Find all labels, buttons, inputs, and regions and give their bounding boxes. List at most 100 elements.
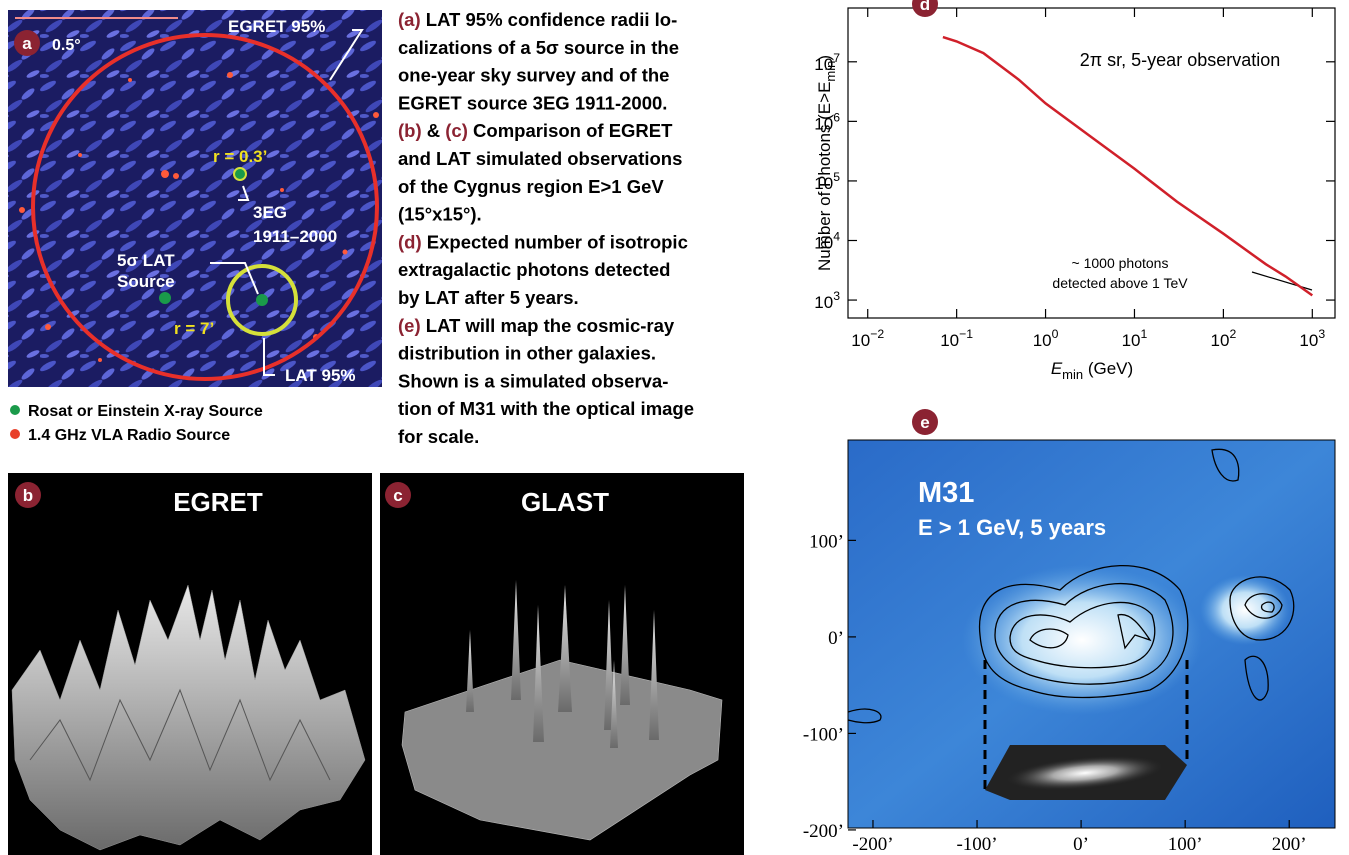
caption-text: tion of M31 with the optical image [398, 398, 694, 419]
caption-text: (e) [398, 315, 421, 336]
tick-label: 107 [814, 51, 840, 74]
tick-label: 104 [814, 230, 840, 253]
radius-label: r = 0.3’ [213, 147, 267, 166]
panel-badge [14, 30, 40, 56]
source-name: 3EG [253, 203, 287, 222]
y-axis-label: Number of Photons (E>Emin) [815, 55, 838, 271]
tick-label: 100 [1033, 327, 1059, 350]
tick-label: 10−1 [940, 327, 973, 350]
caption-line: of the Cygnus region E>1 GeV [398, 176, 664, 197]
axis-label-text: (GeV) [1083, 359, 1133, 378]
caption-text: & [422, 120, 446, 141]
legend-marker [10, 405, 20, 415]
tick-exponent: 7 [833, 51, 840, 65]
data-line [942, 35, 1314, 297]
panel-label: b [23, 486, 33, 505]
axis-label-text: ) [815, 55, 834, 61]
tick-exponent: 2 [1229, 327, 1236, 341]
caption-line: calizations of a 5σ source in the [398, 37, 679, 58]
panel-label: d [920, 0, 930, 14]
tick-exponent: 4 [833, 230, 840, 244]
caption-line: Shown is a simulated observa- [398, 370, 668, 391]
tick-exponent: 6 [833, 110, 840, 124]
caption-text: (c) [445, 120, 468, 141]
tick-label: 100’ [809, 531, 844, 552]
lat-circle [226, 264, 298, 336]
tick-label: -100’ [956, 834, 997, 855]
caption-line: one-year sky survey and of the [398, 65, 669, 86]
tick-base: 10 [851, 331, 870, 350]
surface [11, 584, 366, 851]
emission [962, 565, 1202, 715]
tick-label: 103 [1299, 327, 1325, 350]
panel-badge [912, 409, 938, 435]
panel-a: a 0.5° EGRET 95% r = 0.3’ 3EG 1911–2000 … [8, 10, 382, 444]
annotation: 2π sr, 5-year observation [1080, 50, 1281, 70]
caption-line: EGRET source 3EG 1911-2000. [398, 92, 667, 113]
tick-exponent: 3 [1318, 327, 1325, 341]
x-axis-label: Emin (GeV) [1051, 359, 1133, 382]
caption-line: (e) LAT will map the cosmic-ray [398, 315, 675, 336]
legend-label: 1.4 GHz VLA Radio Source [28, 427, 230, 444]
tick-label: 10−2 [851, 327, 884, 350]
tick-label: -200’ [852, 834, 893, 855]
caption-text: Shown is a simulated observa- [398, 370, 668, 391]
caption-text: calizations of a 5σ source in the [398, 37, 679, 58]
caption-line: distribution in other galaxies. [398, 343, 656, 364]
legend: Rosat or Einstein X-ray Source 1.4 GHz VL… [10, 403, 263, 444]
tick-label: 105 [814, 170, 840, 193]
pointers [210, 29, 364, 376]
tick-exponent: −1 [959, 327, 973, 341]
contours [847, 448, 1295, 724]
axis-label-text: E [1051, 359, 1063, 378]
legend-label: Rosat or Einstein X-ray Source [28, 403, 263, 420]
tick-base: 10 [814, 55, 833, 74]
tick-base: 10 [1122, 331, 1141, 350]
caption-text: one-year sky survey and of the [398, 65, 669, 86]
caption-text: by LAT after 5 years. [398, 287, 579, 308]
caption-text: extragalactic photons detected [398, 259, 670, 280]
galaxy [1005, 755, 1165, 791]
panel-b: b EGRET [8, 473, 372, 855]
plot-frame [847, 7, 1336, 319]
xray-source [233, 167, 247, 181]
egret-circle [31, 33, 379, 381]
panel-badge [15, 482, 41, 508]
lat-source-label: 5σ LAT [117, 251, 175, 270]
egret-label: EGRET 95% [228, 17, 325, 36]
caption: (a) LAT 95% confidence radii lo-calizati… [398, 9, 694, 447]
panel-c: c GLAST [380, 473, 744, 855]
caption-text: (d) [398, 231, 422, 252]
annotation: ~ 1000 photons [1072, 255, 1169, 271]
tick-base: 10 [940, 331, 959, 350]
caption-text: for scale. [398, 426, 479, 447]
tick-base: 10 [814, 293, 833, 312]
axis-label-text: Number of Photons (E>E [815, 82, 834, 271]
panel-title: GLAST [521, 487, 609, 517]
panel-e-image [847, 409, 1336, 829]
lat-label: LAT 95% [285, 366, 356, 385]
caption-line: (b) & (c) Comparison of EGRET [398, 120, 673, 141]
tick-exponent: 1 [1141, 327, 1148, 341]
tick-base: 10 [1033, 331, 1052, 350]
panel-title: EGRET [173, 487, 263, 517]
tick-label: -200’ [803, 821, 844, 842]
source-name: 1911–2000 [253, 227, 337, 246]
caption-text: (15°x15°). [398, 204, 482, 225]
tick-label: 103 [814, 289, 840, 312]
tick-label: 101 [1122, 327, 1148, 350]
tick-base: 10 [1211, 331, 1230, 350]
lat-source-label: Source [117, 272, 175, 291]
tick-exponent: 5 [833, 170, 840, 184]
caption-line: and LAT simulated observations [398, 148, 682, 169]
tick-label: 0’ [828, 628, 844, 649]
tick-exponent: −2 [870, 327, 884, 341]
charts: 10−2 10−1 100 101 102 103103104105106107Numbe… [803, 0, 1335, 855]
panel-label: c [393, 486, 402, 505]
legend-marker [10, 429, 20, 439]
caption-text: of the Cygnus region E>1 GeV [398, 176, 664, 197]
panel-label: a [22, 34, 32, 53]
radius-label: r = 7’ [174, 319, 214, 338]
caption-line: by LAT after 5 years. [398, 287, 579, 308]
